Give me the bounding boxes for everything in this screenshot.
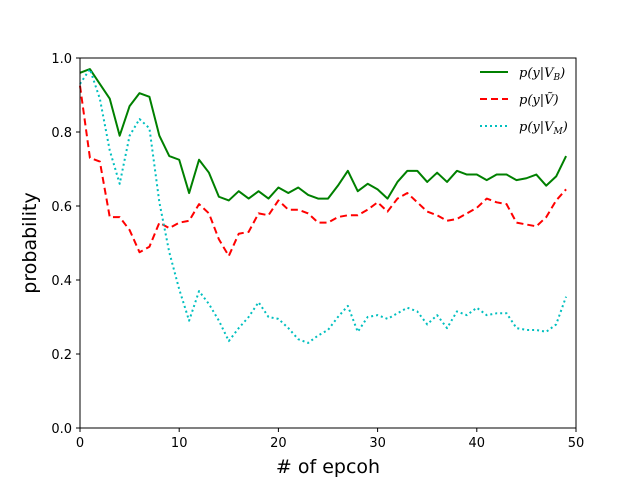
x-tick-label: 30 — [369, 436, 386, 451]
y-tick-label: 0.4 — [51, 274, 72, 289]
x-axis-label: # of epcoh — [276, 456, 380, 478]
x-axis: 0 10 20 30 40 50 — [76, 428, 584, 451]
x-tick-label: 50 — [568, 436, 585, 451]
series-line-2 — [79, 85, 567, 257]
series-line-3 — [79, 68, 568, 344]
y-axis: 0.0 0.2 0.4 0.6 0.8 1.0 — [51, 52, 80, 437]
y-axis-label: probability — [19, 192, 41, 293]
y-tick-label: 0.8 — [51, 126, 72, 141]
x-tick-label: 20 — [270, 436, 287, 451]
x-tick-label: 40 — [469, 436, 486, 451]
y-tick-label: 0.2 — [51, 348, 72, 363]
legend-label: p(y|VB) — [519, 66, 565, 83]
y-tick-label: 0.6 — [51, 200, 72, 215]
series-layer — [79, 68, 568, 344]
plot-frame — [79, 57, 577, 429]
legend-label: p(y|VM) — [519, 120, 568, 137]
legend: p(y|VB) p(y|Ṽ) p(y|VM) — [480, 66, 568, 137]
x-tick-label: 0 — [76, 436, 84, 451]
series-line-1 — [79, 68, 567, 202]
legend-label: p(y|Ṽ) — [519, 92, 559, 108]
x-tick-label: 10 — [171, 436, 188, 451]
y-tick-label: 1.0 — [51, 52, 72, 67]
y-tick-label: 0.0 — [51, 422, 72, 437]
